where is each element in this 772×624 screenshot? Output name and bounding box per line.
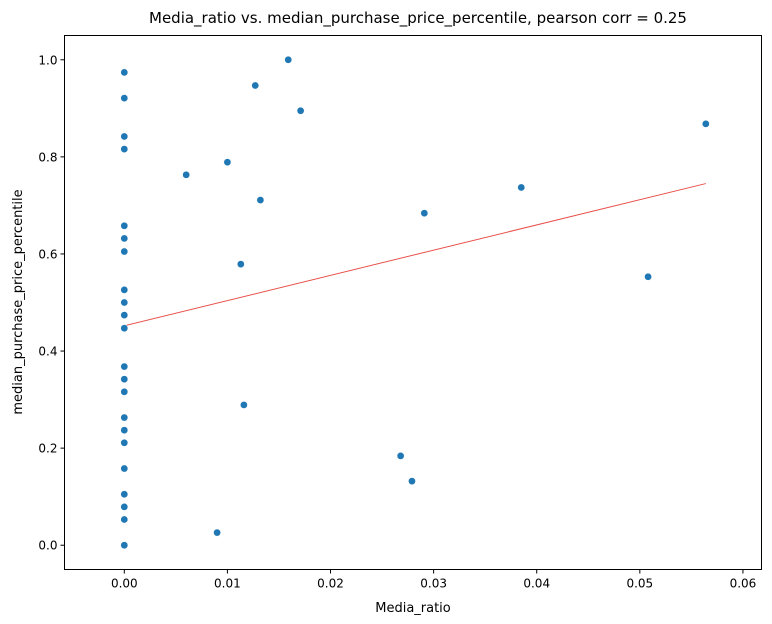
data-point bbox=[213, 528, 221, 537]
y-tick-label: 0.4 bbox=[38, 345, 57, 359]
x-axis: 0.00 0.01 0.02 0.03 0.04 0.05 0.06 bbox=[111, 569, 757, 591]
data-point bbox=[644, 272, 652, 281]
data-point bbox=[120, 413, 129, 422]
x-tick-label: 0.06 bbox=[730, 577, 757, 591]
plot-frame bbox=[64, 35, 762, 570]
data-point bbox=[120, 145, 129, 153]
x-tick-label: 0.03 bbox=[420, 577, 447, 591]
data-point bbox=[120, 234, 129, 243]
data-point bbox=[120, 247, 129, 256]
data-point bbox=[236, 260, 245, 268]
data-point bbox=[284, 55, 293, 64]
data-point bbox=[120, 286, 129, 294]
data-point bbox=[408, 477, 416, 485]
chart-title: Media_ratio vs. median_purchase_price_pe… bbox=[149, 9, 687, 28]
data-point bbox=[120, 221, 129, 230]
y-tick-label: 0.2 bbox=[38, 442, 57, 456]
data-point bbox=[120, 362, 129, 371]
data-point bbox=[240, 401, 248, 409]
plot-area bbox=[120, 55, 710, 550]
data-point bbox=[420, 209, 429, 218]
y-tick-label: 0.6 bbox=[38, 247, 57, 261]
data-point bbox=[120, 503, 129, 511]
data-point bbox=[182, 170, 191, 179]
data-point bbox=[120, 311, 129, 319]
x-tick-label: 0.01 bbox=[214, 577, 241, 591]
x-tick-label: 0.04 bbox=[523, 577, 550, 591]
y-tick-label: 1.0 bbox=[38, 53, 57, 67]
data-point bbox=[120, 94, 129, 102]
data-point bbox=[120, 541, 129, 550]
data-point bbox=[251, 81, 260, 90]
data-point bbox=[223, 158, 232, 167]
x-tick-label: 0.02 bbox=[317, 577, 344, 591]
data-point bbox=[120, 438, 129, 447]
data-point bbox=[120, 298, 129, 307]
data-point bbox=[256, 196, 265, 204]
x-axis-label: Media_ratio bbox=[375, 601, 451, 616]
data-point bbox=[296, 106, 305, 115]
data-point bbox=[120, 426, 129, 435]
data-point bbox=[120, 132, 129, 141]
data-point bbox=[396, 452, 405, 460]
y-tick-label: 0.8 bbox=[38, 150, 57, 164]
x-tick-label: 0.00 bbox=[111, 577, 138, 591]
data-point bbox=[120, 375, 129, 384]
data-point bbox=[120, 68, 129, 77]
data-point bbox=[120, 387, 129, 396]
y-axis: 0.0 0.2 0.4 0.6 0.8 1.0 bbox=[38, 53, 65, 553]
y-tick-label: 0.0 bbox=[38, 539, 57, 553]
data-point bbox=[517, 183, 526, 192]
y-axis-label: median_purchase_price_percentile bbox=[11, 189, 26, 414]
trend-line bbox=[124, 183, 706, 327]
data-point bbox=[120, 515, 129, 524]
data-point bbox=[120, 490, 129, 499]
data-point bbox=[120, 324, 129, 333]
data-point bbox=[120, 464, 129, 473]
x-tick-label: 0.05 bbox=[626, 577, 653, 591]
data-point bbox=[701, 120, 710, 128]
